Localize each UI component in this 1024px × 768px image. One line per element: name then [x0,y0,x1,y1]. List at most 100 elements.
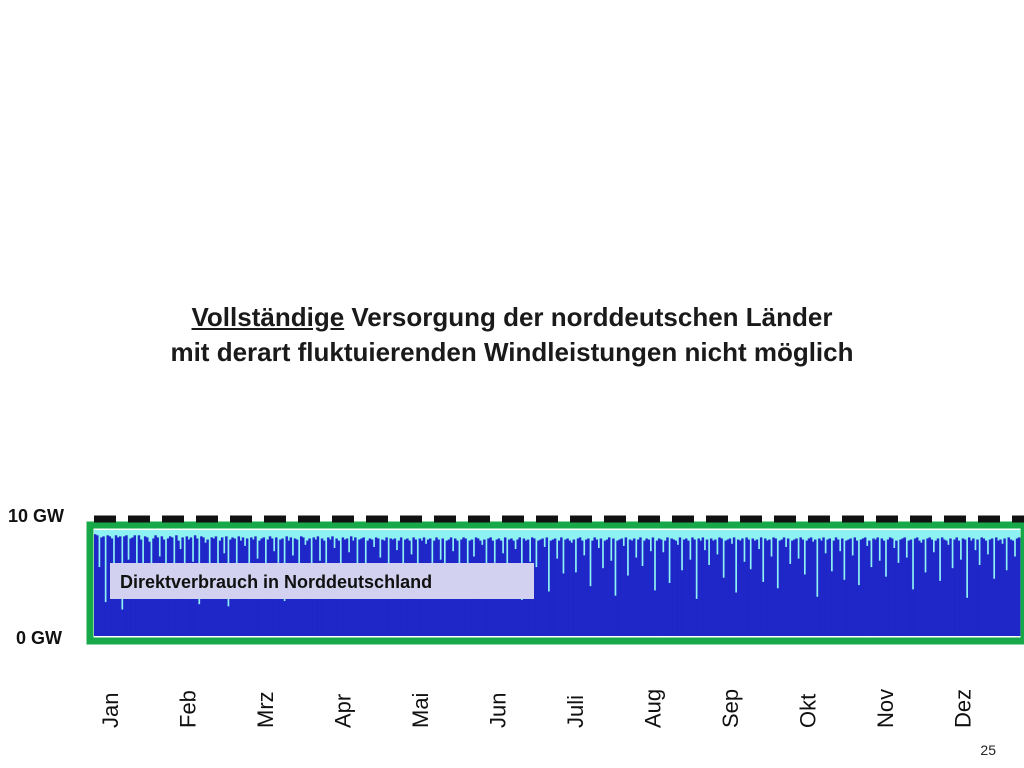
wind-bar [751,538,755,636]
month-label: Okt [796,694,821,728]
month-label: Nov [873,689,898,728]
wind-bar [620,538,623,636]
wind-bar [926,538,929,636]
wind-bar [339,581,343,636]
wind-bar [853,537,857,636]
wind-bar [820,540,823,636]
wind-bar [761,581,765,636]
wind-bar [183,588,186,636]
wind-bar [121,609,124,636]
wind-bar [741,538,744,636]
wind-bar [934,540,938,636]
wind-bar [828,538,832,636]
wind-bar [965,597,969,636]
wind-bar [164,583,168,636]
wind-bar [766,540,769,636]
wind-bar [805,540,809,636]
wind-bar [676,544,680,636]
wind-bar [895,540,898,636]
overlay-label-box [110,563,534,599]
wind-bar [635,557,638,636]
wind-bar [549,540,553,636]
wind-bar [955,537,958,636]
wind-bar [668,583,671,636]
wind-bar [976,539,979,636]
wind-bar [786,538,790,636]
wind-bar [580,540,584,636]
wind-bar [628,539,632,636]
wind-bar [978,564,981,636]
wind-bar [645,538,648,636]
wind-bar [795,538,798,636]
wind-bar [547,591,551,636]
wind-bar [689,559,692,636]
wind-bar [963,539,967,636]
wind-bar [574,572,578,636]
wind-bar [682,539,686,636]
wind-bar [776,588,780,636]
month-label: Feb [176,690,201,728]
wind-bar [1003,538,1006,636]
wind-bar [930,539,933,636]
wind-bar [632,538,636,636]
wind-bar [589,586,592,636]
wind-bar [533,538,536,636]
wind-bar [905,557,909,636]
wind-bar [539,539,542,636]
wind-bar [843,579,846,636]
headline-emphasis: Vollständige [191,302,345,332]
wind-bar [726,539,730,636]
wind-bar [913,538,917,636]
wind-bar [739,540,742,636]
wind-bar [1009,539,1013,636]
wind-bar [890,538,894,636]
wind-bar [583,555,586,636]
wind-bar [653,590,657,636]
wind-bar [768,539,771,636]
wind-bar [591,540,594,636]
wind-bar [485,587,488,636]
wind-bar [283,601,286,636]
wind-bar [712,540,715,636]
wind-bar [822,537,825,636]
wind-bar [545,537,549,636]
wind-bar [264,574,268,636]
wind-bar [718,537,721,636]
wind-bar [943,539,946,636]
wind-bar [907,540,911,636]
month-axis: Jan Feb Mrz Apr Mai Jun Juli Aug Sep Okt Nov Dez [98,689,976,728]
month-label: Sep [718,689,743,728]
wind-bar [387,576,390,636]
month-label: Jan [98,693,123,728]
wind-bar [678,537,682,636]
wind-bar [100,537,103,636]
wind-bar [657,538,661,636]
wind-bar [724,540,727,636]
wind-bar [770,556,773,636]
wind-bar [728,538,732,636]
wind-bar [753,540,757,636]
wind-bar [106,535,109,636]
wind-bar [543,546,546,636]
wind-bar [466,580,469,636]
wind-bar [876,537,879,636]
wind-bar [697,538,700,636]
wind-bar [707,564,711,636]
wind-bar [811,541,815,636]
page-number: 25 [980,742,996,758]
wind-bar [1007,537,1010,636]
wind-bar [616,540,619,636]
wind-bar [401,569,405,636]
wind-bar [918,540,921,636]
wind-bar [150,597,153,636]
wind-bar [624,537,628,636]
wind-bar [809,537,813,636]
wind-bar [886,539,890,636]
wind-bar [841,538,844,636]
wind-bar [967,537,971,636]
wind-bar [614,595,617,636]
y-tick-label-max: 10 GW [8,506,65,526]
wind-bar [851,555,854,636]
wind-bar [562,573,565,636]
wind-bar [603,540,607,636]
